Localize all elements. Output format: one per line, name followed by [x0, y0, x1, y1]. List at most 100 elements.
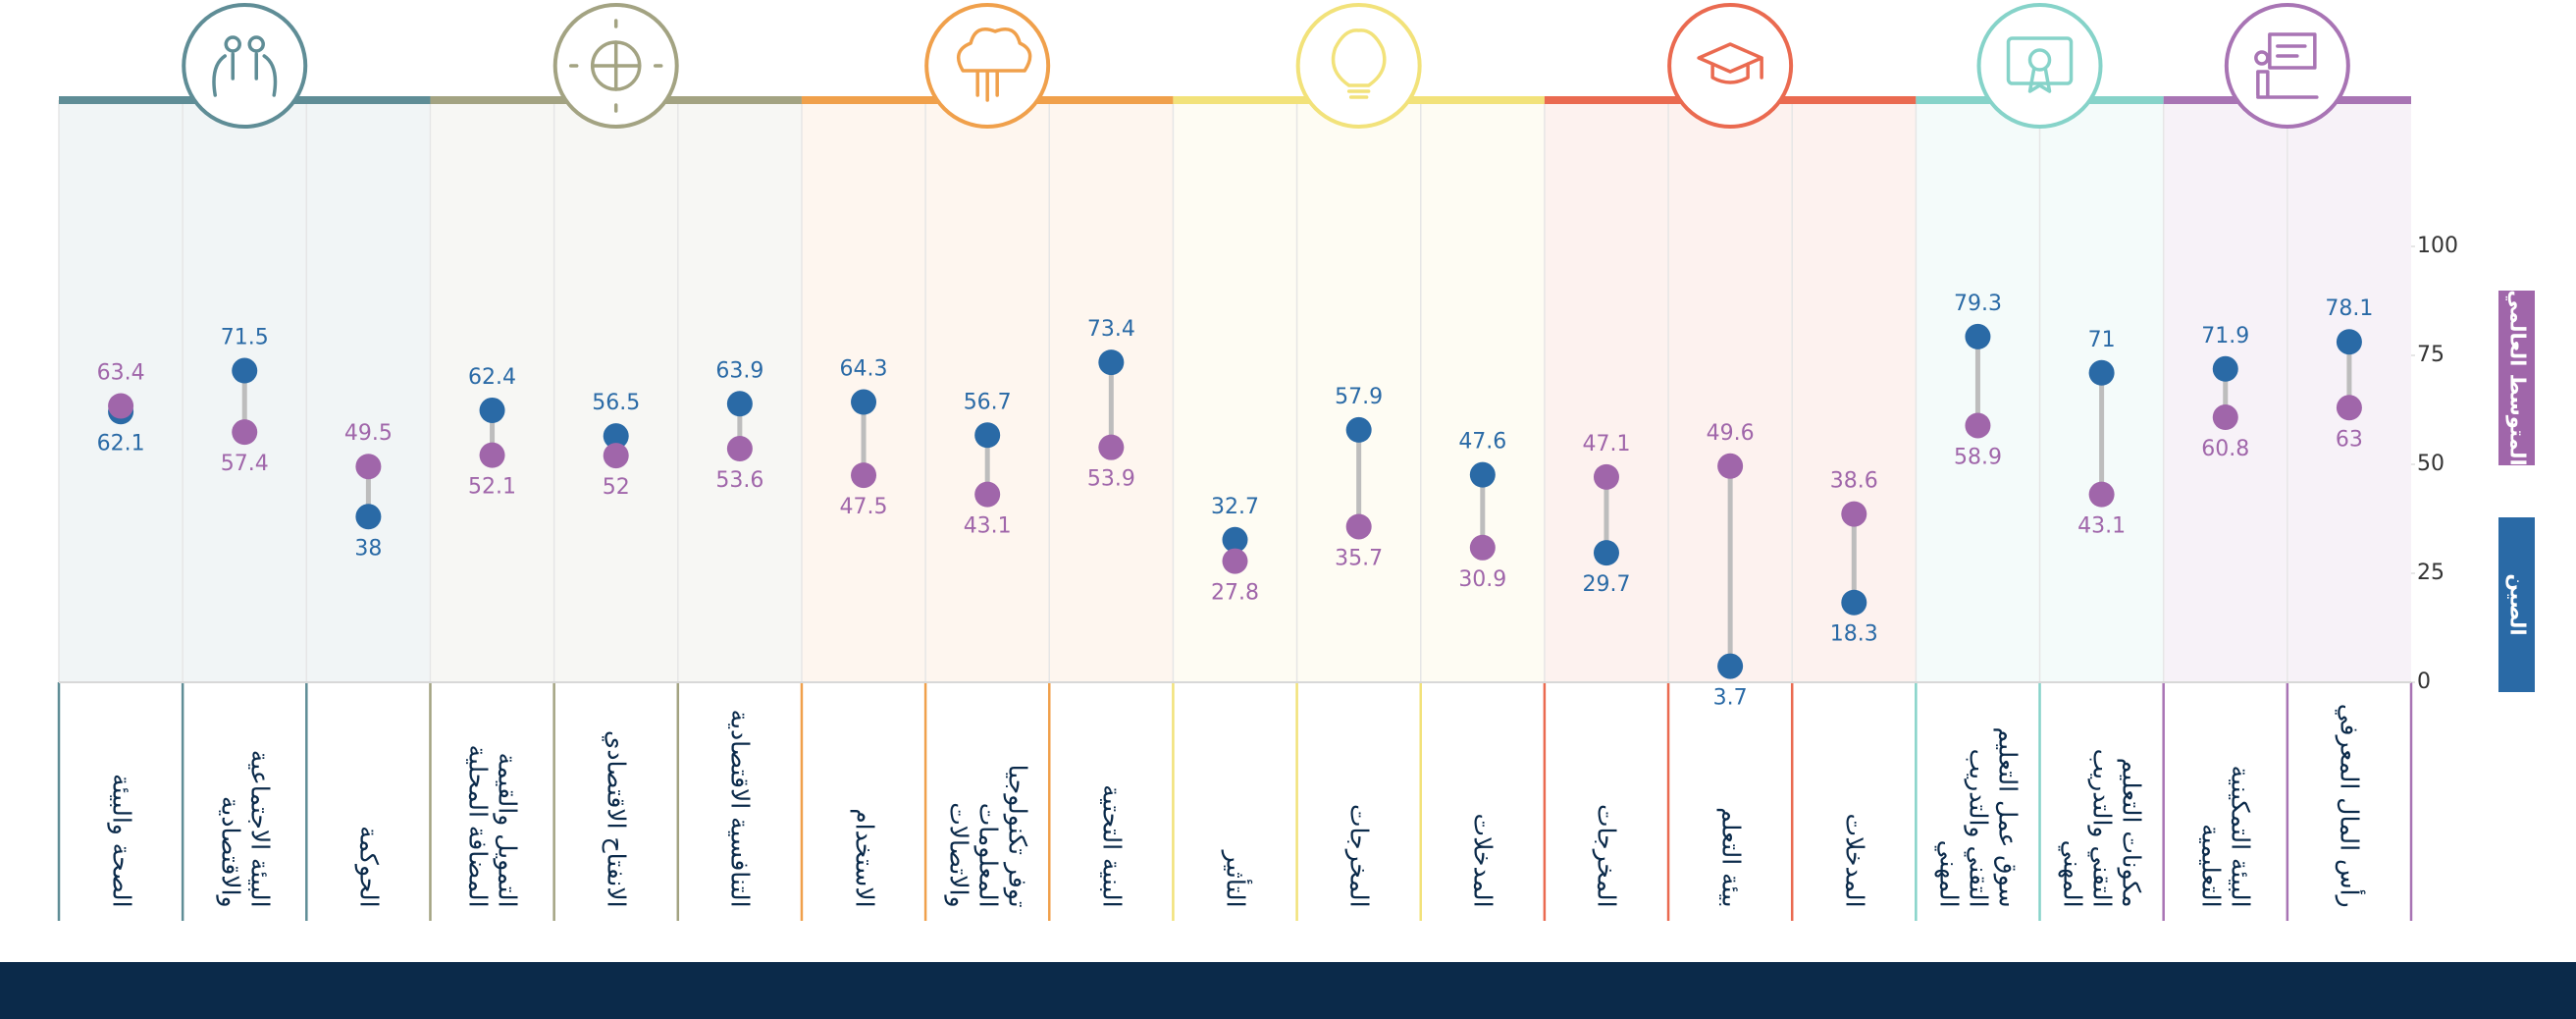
value-label: 52 — [603, 475, 630, 500]
value-label: 30.9 — [1458, 567, 1506, 592]
x-tick-label: البنية التحتية — [1097, 784, 1127, 908]
dot — [2212, 404, 2238, 431]
dot — [1469, 534, 1496, 561]
value-label: 35.7 — [1335, 546, 1383, 570]
dot — [232, 357, 258, 384]
dot — [355, 504, 382, 530]
dot — [479, 442, 505, 468]
column-shade — [925, 100, 1050, 682]
icon-glyph — [2006, 36, 2074, 93]
value-label: 62.4 — [468, 365, 516, 390]
icon-part — [2006, 36, 2074, 85]
value-label: 18.3 — [1830, 622, 1878, 647]
value-label: 52.1 — [468, 475, 516, 500]
column-shade — [1544, 100, 1669, 682]
value-label: 3.7 — [1713, 686, 1748, 711]
dot — [232, 419, 258, 446]
dot — [2336, 329, 2362, 355]
y-tick-label: 75 — [2417, 343, 2445, 367]
dot — [2088, 481, 2115, 508]
value-label: 53.9 — [1087, 467, 1135, 492]
dot — [851, 462, 877, 489]
x-tick-label: الانفتاح الاقتصادي — [602, 730, 631, 908]
value-label: 58.9 — [1954, 445, 2002, 469]
dot — [1098, 349, 1125, 376]
legend-label: المتوسط العالمي — [2506, 290, 2530, 465]
icon-part — [2027, 68, 2052, 93]
group-icon — [2224, 3, 2350, 129]
legend-label: الصين — [2506, 573, 2530, 635]
dot — [726, 391, 753, 417]
footer-band — [0, 962, 2576, 1019]
value-label: 57.4 — [221, 452, 269, 476]
value-label: 64.3 — [840, 357, 888, 382]
value-label: 27.8 — [1211, 581, 1259, 606]
dot — [1965, 412, 1991, 439]
icon-part — [1697, 42, 1763, 84]
icon-part — [212, 52, 278, 97]
dot — [1593, 463, 1619, 490]
icon-part — [224, 35, 241, 53]
x-tick-label: مكونات التعليم التقني والتدريب المهني — [2058, 749, 2146, 908]
x-tick-label: بيئة التعلم — [1716, 807, 1746, 908]
y-tick-label: 0 — [2417, 670, 2431, 694]
value-label: 57.9 — [1335, 385, 1383, 409]
x-tick-label: سوق عمل التعليم التقني والتدريب المهني — [1934, 726, 2023, 908]
icon-part — [2256, 44, 2319, 99]
dot — [1345, 513, 1372, 540]
value-label: 56.7 — [964, 390, 1012, 414]
dot — [1717, 453, 1744, 479]
dot — [355, 454, 382, 480]
dot — [479, 397, 505, 423]
value-label: 71.5 — [221, 326, 269, 350]
icon-glyph — [2254, 32, 2319, 99]
dot — [1222, 526, 1248, 553]
icon-part — [568, 19, 663, 113]
value-label: 47.6 — [1458, 430, 1506, 455]
icon-glyph — [212, 35, 278, 97]
x-tick-label: توفر تكنولوجيا المعلومات والاتصالات — [944, 765, 1032, 908]
value-label: 73.4 — [1087, 317, 1135, 342]
dot — [1841, 501, 1867, 527]
column-shade — [430, 100, 554, 682]
value-label: 53.6 — [715, 468, 763, 493]
value-label: 62.1 — [97, 431, 145, 456]
value-label: 78.1 — [2325, 296, 2373, 321]
value-label: 43.1 — [964, 514, 1012, 539]
column-shade — [553, 100, 678, 682]
dot — [851, 389, 877, 415]
x-tick-label: المخرجات — [1344, 804, 1374, 908]
dot — [1222, 548, 1248, 574]
dot — [2088, 359, 2115, 386]
dot — [726, 436, 753, 462]
x-tick-label: التمويل والقيمة المضافة المحلية — [463, 744, 522, 908]
dot — [1717, 653, 1744, 679]
dot — [1593, 540, 1619, 566]
group-icon — [1667, 3, 1794, 129]
value-label: 56.5 — [592, 391, 640, 415]
value-label: 63.9 — [715, 358, 763, 383]
dot — [2336, 395, 2362, 421]
x-tick-label: الاستخدام — [850, 808, 879, 908]
icon-glyph — [1331, 28, 1387, 99]
column-shade — [1173, 100, 1297, 682]
group-icon — [924, 3, 1051, 129]
value-label: 49.6 — [1707, 421, 1755, 446]
value-label: 29.7 — [1582, 572, 1630, 597]
value-label: 79.3 — [1954, 292, 2002, 316]
y-tick-label: 100 — [2417, 234, 2458, 258]
column-shade — [306, 100, 431, 682]
dot — [1469, 461, 1496, 488]
value-label: 43.1 — [2077, 514, 2126, 539]
x-tick-label: الصحة والبيئة — [107, 774, 136, 908]
icon-part — [956, 27, 1032, 102]
dot — [603, 423, 629, 450]
icon-part — [1331, 28, 1387, 99]
dot — [108, 393, 134, 419]
x-tick-label: البيئة التمكينية التعليمية — [2196, 766, 2255, 908]
value-label: 71.9 — [2201, 324, 2249, 349]
value-label: 47.5 — [840, 495, 888, 519]
icon-glyph — [568, 19, 663, 113]
x-tick-label: رأس المال المعرفي — [2335, 704, 2364, 908]
value-label: 63 — [2336, 427, 2363, 452]
